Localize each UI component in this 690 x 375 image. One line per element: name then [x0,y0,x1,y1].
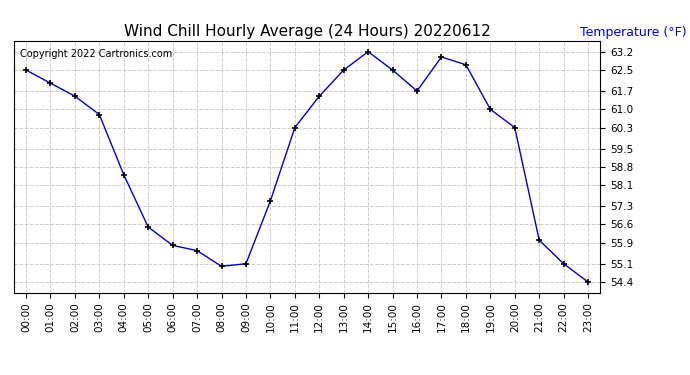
Text: Copyright 2022 Cartronics.com: Copyright 2022 Cartronics.com [19,49,172,59]
Text: Temperature (°F): Temperature (°F) [580,26,687,39]
Title: Wind Chill Hourly Average (24 Hours) 20220612: Wind Chill Hourly Average (24 Hours) 202… [124,24,491,39]
